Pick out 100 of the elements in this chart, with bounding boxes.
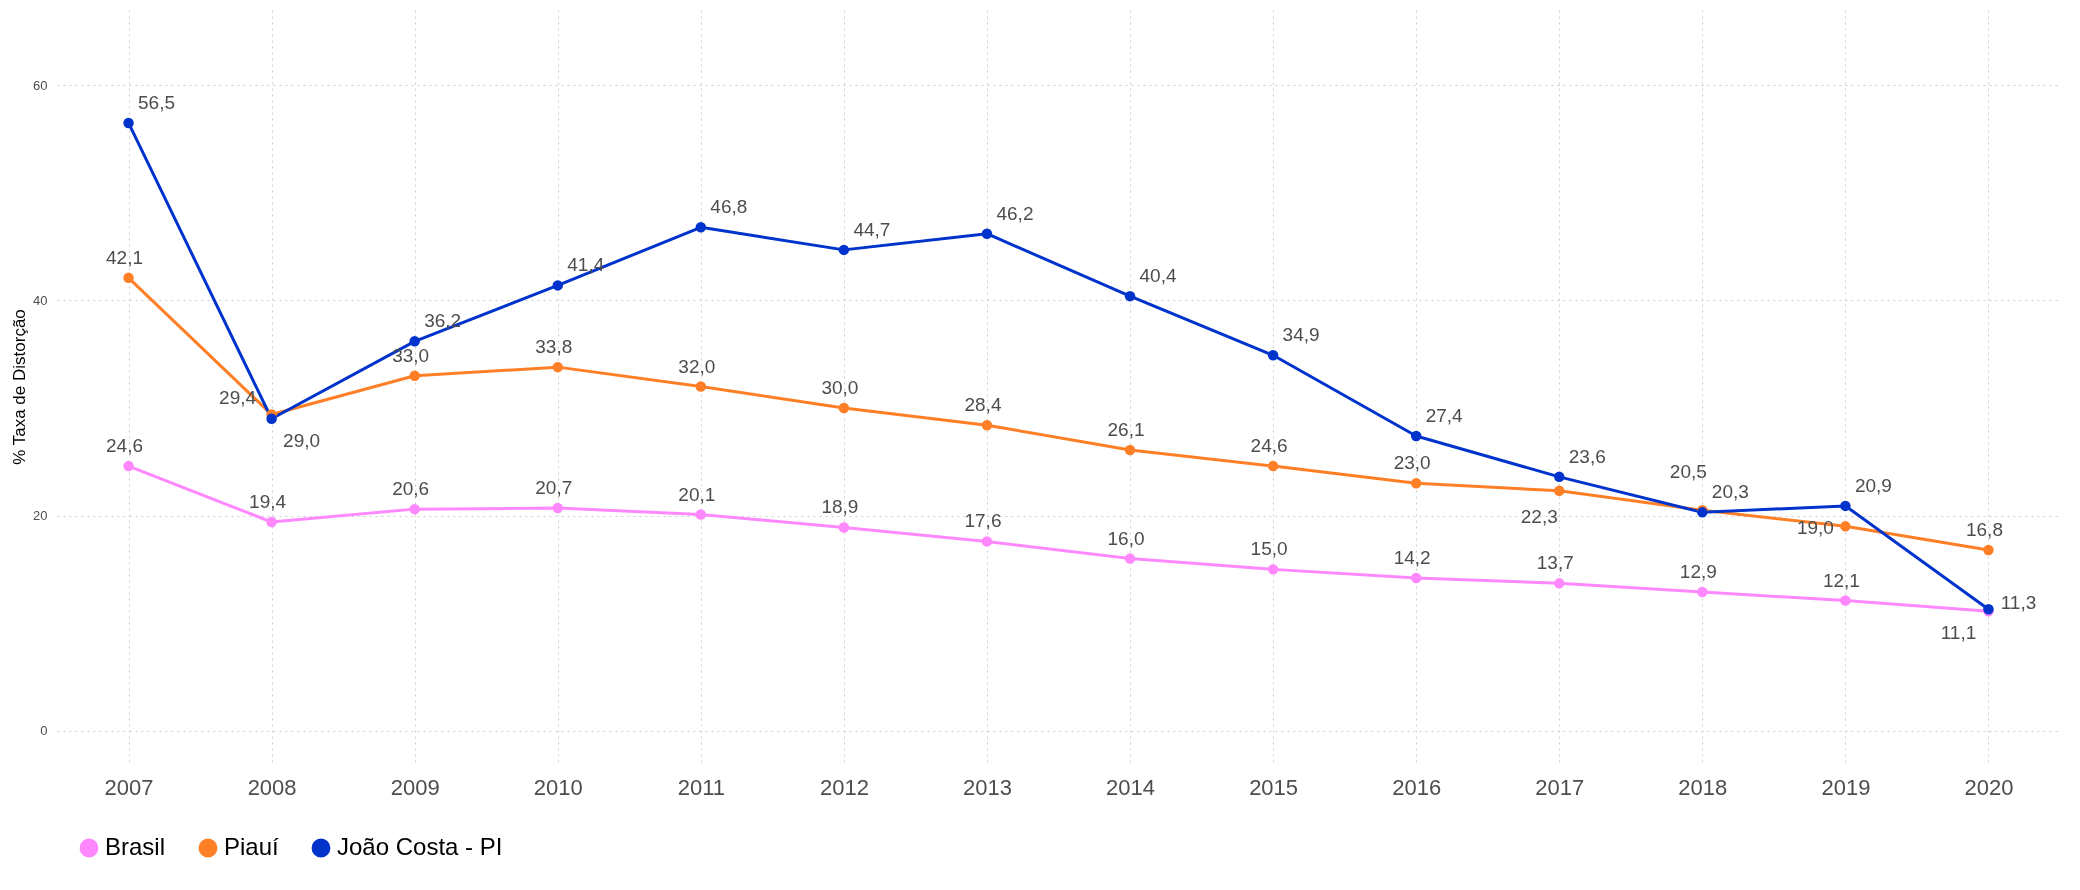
data-label: 13,7	[1536, 552, 1574, 574]
data-label: 46,2	[996, 202, 1034, 224]
data-label: 24,6	[106, 435, 144, 457]
point	[1267, 460, 1279, 472]
point	[1124, 444, 1136, 456]
data-label: 33,0	[392, 344, 430, 366]
data-label: 17,6	[964, 510, 1002, 532]
point	[695, 509, 707, 520]
data-label: 30,0	[821, 377, 859, 399]
data-label: 22,3	[1520, 505, 1558, 527]
legend-label: Piauí	[224, 833, 280, 860]
data-label: 41,4	[567, 254, 605, 276]
x-tick-label: 2014	[1106, 774, 1156, 800]
point	[266, 413, 277, 425]
point	[552, 502, 563, 514]
point	[1840, 500, 1851, 512]
point	[1410, 478, 1422, 489]
data-label: 20,1	[678, 483, 716, 505]
data-label: 19,0	[1796, 517, 1834, 539]
point	[1697, 586, 1708, 598]
data-label: 29,4	[219, 387, 257, 409]
data-label: 27,4	[1425, 404, 1464, 426]
point	[981, 536, 993, 547]
data-label: 23,6	[1568, 445, 1606, 467]
data-label: 16,0	[1107, 527, 1145, 549]
point	[1554, 471, 1565, 483]
point	[838, 244, 850, 256]
data-label: 32,0	[678, 355, 716, 377]
data-label: 14,2	[1393, 546, 1431, 568]
point	[1267, 564, 1279, 575]
point	[409, 370, 420, 381]
point	[552, 280, 563, 291]
data-label: 16,8	[1965, 519, 2003, 541]
point	[1410, 572, 1422, 584]
point	[695, 381, 707, 392]
data-label: 23,0	[1393, 452, 1431, 474]
data-label: 40,4	[1139, 265, 1177, 287]
point	[838, 522, 850, 533]
point	[1124, 553, 1136, 564]
point	[552, 361, 563, 373]
point	[1840, 521, 1851, 532]
data-label: 11,1	[1940, 622, 1977, 644]
data-label: 28,4	[964, 394, 1002, 416]
legend-label: Brasil	[105, 833, 166, 860]
data-label: 20,7	[535, 477, 573, 499]
data-label: 44,7	[853, 218, 891, 240]
point	[409, 336, 420, 347]
point	[695, 222, 707, 233]
y-tick-label: 40	[33, 292, 48, 308]
data-label: 12,9	[1679, 560, 1717, 582]
x-tick-label: 2011	[677, 774, 725, 800]
data-label: 18,9	[821, 496, 859, 518]
legend-label: João Costa - PI	[337, 833, 503, 860]
data-label: 15,0	[1250, 538, 1288, 560]
point	[1840, 595, 1851, 606]
data-label: 20,3	[1711, 481, 1749, 503]
x-tick-label: 2013	[962, 774, 1012, 800]
point	[1267, 350, 1279, 361]
x-tick-label: 2017	[1535, 774, 1585, 800]
y-axis-title: % Taxa de Distorção	[10, 309, 30, 465]
data-label: 46,8	[710, 196, 748, 218]
data-label: 20,6	[392, 478, 430, 500]
data-label: 20,5	[1669, 461, 1707, 483]
data-label: 19,4	[249, 491, 287, 513]
data-label: 11,3	[2000, 592, 2037, 614]
x-tick-label: 2012	[819, 774, 869, 800]
point	[981, 419, 993, 431]
data-label: 24,6	[1250, 435, 1288, 457]
point	[266, 516, 277, 528]
point	[123, 460, 134, 472]
point	[123, 272, 134, 284]
y-tick-label: 60	[33, 77, 48, 93]
point	[838, 402, 850, 414]
x-tick-label: 2009	[390, 774, 440, 800]
data-label: 36,2	[424, 310, 462, 332]
x-tick-label: 2020	[1964, 774, 2014, 800]
y-tick-label: 20	[33, 508, 48, 524]
x-tick-label: 2019	[1821, 774, 1871, 800]
data-label: 20,9	[1854, 474, 1892, 496]
data-label: 42,1	[106, 246, 144, 268]
point	[981, 228, 993, 239]
x-tick-label: 2008	[247, 774, 297, 800]
x-tick-label: 2007	[104, 774, 154, 800]
point	[1983, 544, 1994, 556]
point	[1124, 290, 1136, 302]
y-tick-label: 0	[40, 723, 48, 739]
x-tick-label: 2010	[533, 774, 583, 800]
point	[1554, 578, 1565, 589]
data-label: 29,0	[283, 429, 321, 451]
data-label: 56,5	[138, 91, 176, 113]
point	[1554, 485, 1565, 497]
data-label: 34,9	[1282, 324, 1320, 346]
x-tick-label: 2018	[1678, 774, 1728, 800]
point	[1410, 430, 1422, 442]
point	[409, 503, 420, 515]
data-label: 33,8	[535, 336, 573, 358]
data-label: 12,1	[1822, 569, 1860, 591]
data-label: 26,1	[1107, 418, 1145, 440]
x-tick-label: 2016	[1392, 774, 1442, 800]
x-tick-label: 2015	[1249, 774, 1299, 800]
